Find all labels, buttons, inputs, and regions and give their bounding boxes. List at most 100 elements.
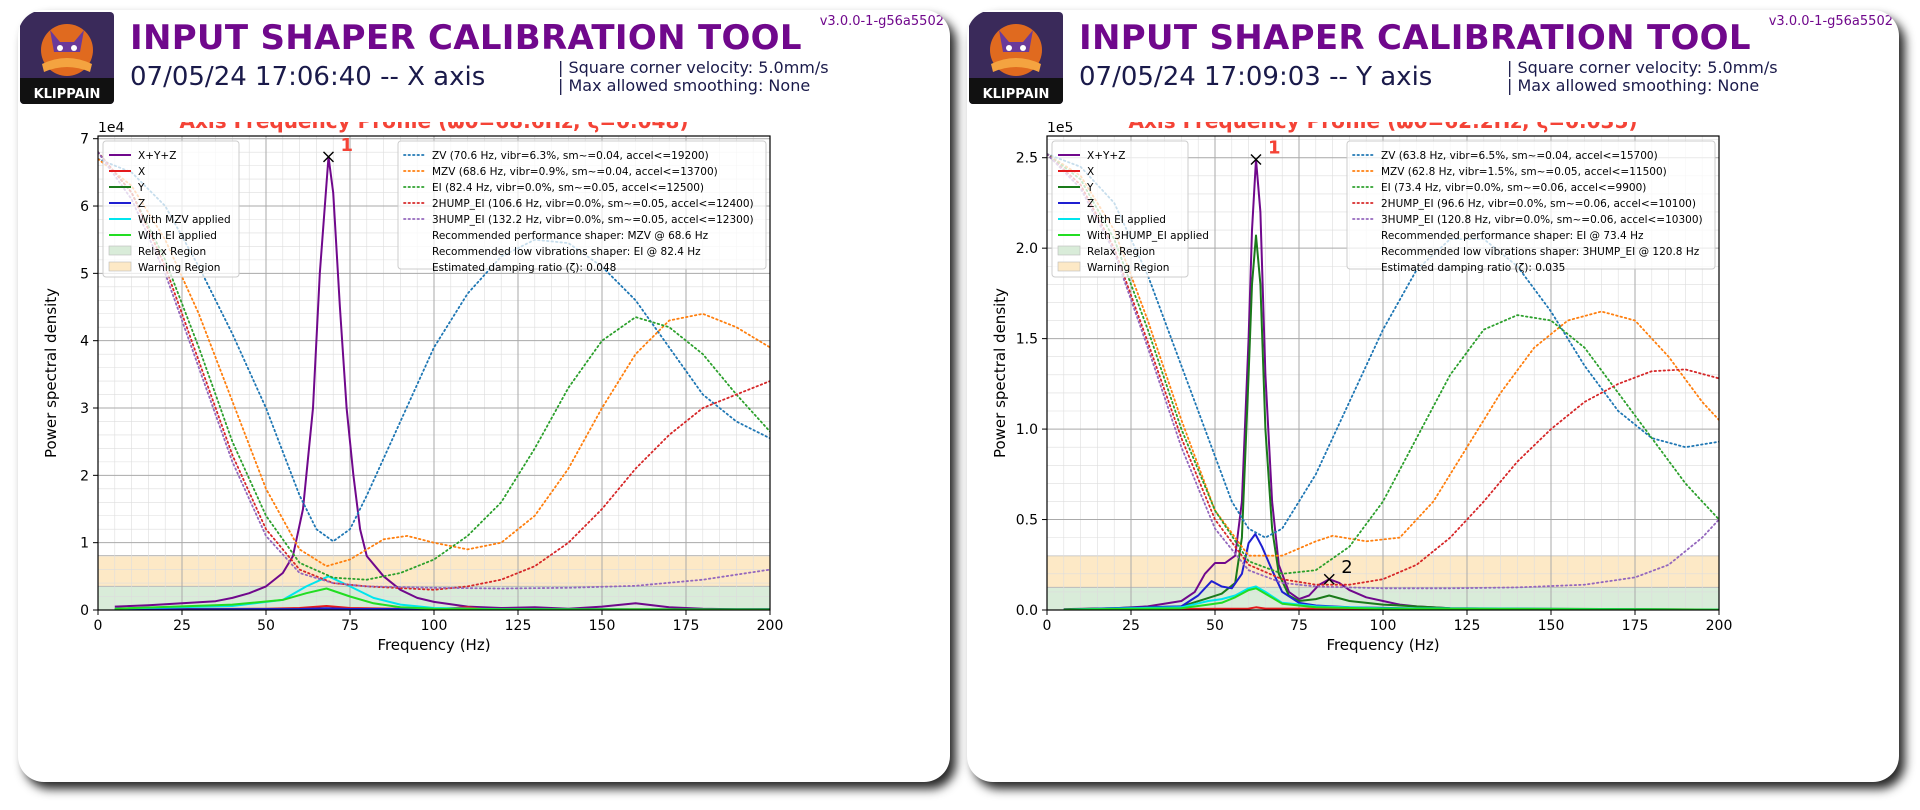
x-tick-label: 0 [94, 618, 103, 634]
max-smoothing: | Max allowed smoothing: None [558, 76, 811, 95]
recommendation-text: Estimated damping ratio (ζ): 0.035 [1381, 262, 1565, 274]
series-line-mzv [98, 158, 770, 568]
x-tick-label: 125 [1454, 618, 1481, 634]
legend-entry: With MZV applied [138, 214, 231, 226]
legend-entry: EI (73.4 Hz, vibr=0.0%, sm~=0.06, accel<… [1381, 182, 1646, 194]
legend-entry: ZV (63.8 Hz, vibr=6.5%, sm~=0.04, accel<… [1381, 150, 1658, 162]
legend-entry: X [138, 166, 145, 178]
legend-box [1346, 140, 1716, 270]
page-title: INPUT SHAPER CALIBRATION TOOL [130, 18, 802, 58]
version-label: v3.0.0-1-g56a5502 [819, 14, 944, 29]
x-axis-label: Frequency (Hz) [1326, 636, 1439, 654]
y-axis-panel: KLIPPAIN INPUT SHAPER CALIBRATION TOOL v… [967, 10, 1899, 782]
series-group [1047, 153, 1719, 610]
x-tick-label: 75 [341, 618, 359, 634]
x-tick-label: 50 [1206, 618, 1224, 634]
recommendation-text: Recommended performance shaper: EI @ 73.… [1381, 230, 1644, 242]
y-scale-label: 1e4 [98, 122, 125, 136]
y-tick-label: 2.0 [1016, 241, 1038, 257]
recommendation-text: Estimated damping ratio (ζ): 0.048 [432, 262, 616, 274]
klippain-logo: KLIPPAIN [969, 12, 1063, 104]
y-tick-label: 6 [80, 199, 89, 215]
legend-box [397, 140, 767, 270]
legend-entry: X+Y+Z [138, 150, 176, 162]
legend-entry: 3HUMP_EI (132.2 Hz, vibr=0.0%, sm~=0.05,… [432, 214, 754, 226]
y-scale-label: 1e5 [1047, 122, 1073, 136]
legend-swatch [108, 245, 132, 256]
legend-entry: MZV (62.8 Hz, vibr=1.5%, sm~=0.05, accel… [1381, 166, 1667, 178]
series-line-zv [1047, 153, 1719, 539]
y-tick-label: 0 [80, 603, 89, 619]
series-line-ei [1047, 153, 1719, 575]
legend-entry: X [1087, 166, 1094, 178]
legend-entry: With EI applied [1087, 214, 1166, 226]
peak-marker [1323, 573, 1335, 585]
y-tick-label: 7 [80, 132, 89, 148]
legend-entry: X+Y+Z [1087, 150, 1125, 162]
x-tick-label: 50 [257, 618, 275, 634]
x-tick-label: 75 [1290, 618, 1308, 634]
y-tick-label: 1.0 [1016, 422, 1038, 438]
series-line-y [1063, 234, 1719, 610]
legend-entry: 2HUMP_EI (96.6 Hz, vibr=0.0%, sm~=0.06, … [1381, 198, 1696, 210]
legend-entry: Warning Region [1087, 262, 1169, 274]
series-group [98, 151, 770, 610]
klippain-logo: KLIPPAIN [20, 12, 114, 104]
x-tick-label: 150 [1538, 618, 1565, 634]
legend-right: ZV (63.8 Hz, vibr=6.5%, sm~=0.04, accel<… [1346, 140, 1716, 274]
x-tick-label: 0 [1043, 618, 1052, 634]
legend-entry: Z [138, 198, 145, 210]
x-tick-label: 150 [589, 618, 616, 634]
x-tick-label: 100 [421, 618, 448, 634]
series-line-ei [98, 151, 770, 581]
x-tick-label: 125 [505, 618, 532, 634]
legend-left: X+Y+Z XYZ With EI applied With 3HUMP_EI app… [1051, 140, 1209, 278]
logo-label: KLIPPAIN [34, 87, 101, 102]
frequency-profile-chart: Axis Frequency Profile (ω0=62.2Hz, ζ=0.0… [991, 122, 1732, 654]
peak-marker [323, 151, 334, 163]
legend-box [102, 140, 240, 278]
series-line-x-y-z [114, 155, 770, 610]
x-tick-label: 25 [1122, 618, 1140, 634]
legend-entry: ZV (70.6 Hz, vibr=6.3%, sm~=0.04, accel<… [432, 150, 709, 162]
legend-entry: Y [1086, 182, 1094, 194]
legend-swatch [1057, 261, 1081, 272]
recommendation-text: Recommended low vibrations shaper: 3HUMP… [1381, 246, 1700, 258]
y-tick-label: 2.5 [1016, 151, 1038, 167]
series-line-with-ei-applied [114, 587, 770, 610]
legend-entry: EI (82.4 Hz, vibr=0.0%, sm~=0.05, accel<… [432, 182, 704, 194]
legend-entry: With 3HUMP_EI applied [1087, 230, 1209, 242]
peak-marker [1250, 154, 1262, 166]
legend-entry: MZV (68.6 Hz, vibr=0.9%, sm~=0.04, accel… [432, 166, 718, 178]
square-corner-velocity: | Square corner velocity: 5.0mm/s [558, 58, 829, 77]
recommendation-text: Recommended performance shaper: MZV @ 68… [432, 230, 709, 242]
y-tick-label: 0.0 [1016, 603, 1038, 619]
page-title: INPUT SHAPER CALIBRATION TOOL [1079, 18, 1751, 58]
y-axis-label: Power spectral density [991, 288, 1009, 458]
y-tick-label: 4 [80, 334, 89, 350]
chart-title: Axis Frequency Profile (ω0=62.2Hz, ζ=0.0… [1128, 122, 1637, 133]
x-tick-label: 25 [173, 618, 191, 634]
x-tick-label: 175 [1622, 618, 1649, 634]
y-tick-label: 2 [80, 468, 89, 484]
peak-label: 1 [340, 135, 353, 156]
test-timestamp: 07/05/24 17:06:40 -- X axis [130, 62, 486, 92]
series-line-mzv [1047, 153, 1719, 557]
version-label: v3.0.0-1-g56a5502 [1768, 14, 1893, 29]
series-line-3hump-ei [98, 151, 770, 590]
logo-label: KLIPPAIN [983, 87, 1050, 102]
y-tick-label: 0.5 [1016, 513, 1038, 529]
frequency-profile-chart: Axis Frequency Profile (ω0=68.6Hz, ζ=0.0… [42, 122, 784, 654]
test-parameters: | Square corner velocity: 5.0mm/s | Max … [1507, 59, 1778, 95]
test-timestamp: 07/05/24 17:09:03 -- Y axis [1079, 62, 1433, 92]
legend-entry: Y [137, 182, 145, 194]
series-line-zv [98, 158, 770, 543]
legend-box [1051, 140, 1189, 278]
x-tick-label: 200 [757, 618, 784, 634]
legend-entry: 3HUMP_EI (120.8 Hz, vibr=0.0%, sm~=0.06,… [1381, 214, 1703, 226]
legend-entry: Warning Region [138, 262, 220, 274]
x-tick-label: 175 [673, 618, 700, 634]
x-axis-panel: KLIPPAIN INPUT SHAPER CALIBRATION TOOL v… [18, 10, 950, 782]
legend-swatch [1057, 245, 1081, 256]
plot-frame [1046, 135, 1720, 611]
